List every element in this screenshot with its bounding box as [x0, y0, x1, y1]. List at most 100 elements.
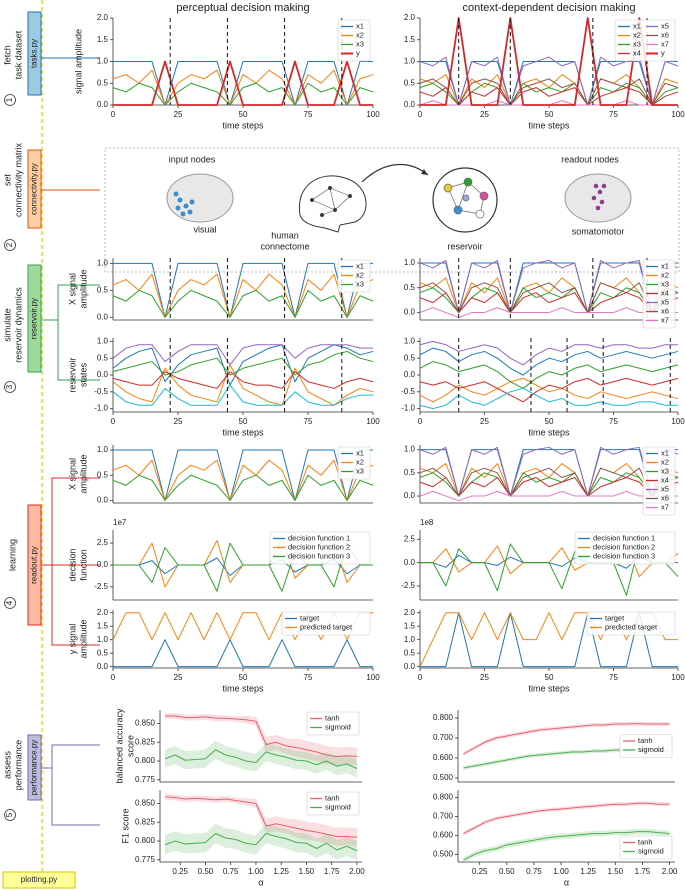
module-name: tasks.py: [30, 39, 39, 68]
y-tick-label: 0.5: [97, 353, 109, 362]
series-line: [419, 78, 679, 106]
series-line: [112, 364, 374, 406]
error-band: [165, 740, 357, 778]
y-tick-label: 1.0: [404, 57, 416, 66]
series-line: [112, 273, 374, 318]
legend-label: target: [605, 613, 625, 622]
legend-label: tanh: [638, 837, 653, 846]
legend-label: x2: [356, 30, 364, 39]
y-tick-label: 0.5: [97, 285, 109, 294]
y-tick-label: 0.0: [97, 560, 109, 569]
module-name: reservoir.py: [30, 298, 39, 339]
series-line: [463, 802, 670, 835]
y-tick-label: 0.0: [404, 308, 416, 317]
x-tick-label: 1.00: [248, 867, 264, 876]
x-tick-label: 0.75: [223, 867, 239, 876]
x-axis-label: time steps: [528, 683, 570, 693]
legend-box: [614, 19, 676, 62]
diagram: input nodes visual human connectome rese…: [104, 147, 680, 273]
x-tick-label: 2.00: [349, 867, 365, 876]
series-line: [112, 350, 374, 376]
x-axis-label: time steps: [528, 427, 570, 437]
diagram-label: connectome: [260, 241, 309, 251]
y-axis-label: reservoir: [67, 357, 77, 392]
chart: 0.500 0.600 0.700 0.800 0.25 0.50 0.75 1.00 1.25…: [433, 790, 678, 887]
connector: [51, 477, 100, 646]
legend-label: x3: [356, 39, 364, 48]
y-axis-label: F1 score: [120, 808, 130, 843]
diagram-label: readout nodes: [561, 154, 619, 164]
y-tick-label: -1.0: [94, 404, 108, 413]
y-tick-label: 0.850: [135, 719, 156, 728]
y-tick-label: 0.800: [135, 756, 156, 765]
legend-label: x5: [661, 21, 669, 30]
y-tick-label: -0.5: [401, 387, 415, 396]
legend-box: [269, 531, 371, 565]
y-tick-label: 0.5: [404, 78, 416, 87]
chart: -1.0 -0.5 0.0 0.5 1.0 0 25 50 75 100 time steps: [401, 336, 685, 437]
y-axis-label: states: [78, 362, 88, 387]
legend-label: x1: [356, 21, 364, 30]
step-number: 2: [5, 242, 14, 247]
series-line: [164, 833, 358, 852]
y-axis-label: amplitude: [78, 269, 88, 308]
x-axis-label: α: [258, 877, 263, 887]
x-tick-label: 0: [418, 110, 423, 119]
y-tick-label: 1.5: [97, 621, 109, 630]
series-line: [112, 384, 373, 406]
series-line: [419, 347, 679, 376]
legend-label: x1: [661, 448, 669, 457]
x-tick-label: 1.50: [608, 867, 624, 876]
legend-box: [306, 711, 360, 736]
legend-label: x1: [633, 21, 641, 30]
legend-label: x4: [633, 48, 641, 57]
series-line: [113, 60, 373, 106]
y-tick-label: 0.500: [433, 773, 454, 782]
legend-label: decision function 1: [288, 533, 350, 542]
column-title: perceptual decision making: [176, 2, 309, 14]
x-tick-label: 1.50: [299, 867, 315, 876]
series-line: [113, 262, 373, 318]
step-label: assess: [2, 750, 12, 779]
x-tick-label: 1.75: [324, 867, 340, 876]
series-line: [113, 449, 373, 501]
y-axis-label: score: [125, 735, 135, 757]
y-tick-label: -0.5: [94, 387, 108, 396]
x-tick-label: 0: [418, 417, 423, 426]
y-tick-label: 0.825: [135, 817, 156, 826]
legend-label: sigmoid: [638, 745, 664, 754]
y-axis-label: amplitude: [78, 454, 88, 493]
x-tick-label: 0: [111, 673, 116, 682]
legend-label: x3: [356, 466, 364, 475]
y-tick-label: 1.0: [97, 635, 109, 644]
y-tick-label: 0.5: [97, 470, 109, 479]
x-tick-label: 25: [480, 110, 489, 119]
series-line: [419, 361, 679, 389]
x-tick-label: 50: [545, 417, 554, 426]
y-tick-label: 0.600: [433, 831, 454, 840]
legend-label: x6: [661, 306, 669, 315]
y-tick-label: 0.800: [433, 793, 454, 802]
y-tick-label: 1.0: [97, 57, 109, 66]
step-label: set: [2, 174, 12, 187]
x-tick-label: 50: [239, 110, 248, 119]
step-label: task dataset: [13, 30, 23, 79]
input-nodes: [173, 191, 195, 217]
y-tick-label: 0.5: [404, 648, 416, 657]
y-tick-label: 2.0: [404, 13, 416, 22]
offset-text: 1e8: [420, 518, 434, 527]
legend-label: x4: [661, 475, 669, 484]
series-line: [112, 474, 374, 501]
x-tick-label: 75: [304, 673, 313, 682]
x-tick-label: 1.75: [635, 867, 651, 876]
legend-label: y: [356, 48, 360, 57]
x-tick-label: 75: [304, 110, 313, 119]
x-tick-label: 75: [304, 417, 313, 426]
y-tick-label: 1.0: [97, 336, 109, 345]
y-tick-label: 2.5: [97, 538, 109, 547]
legend-label: x2: [661, 457, 669, 466]
series-line: [419, 292, 679, 314]
